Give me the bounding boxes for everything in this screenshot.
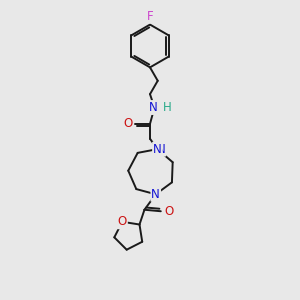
Text: O: O (118, 215, 127, 228)
Text: O: O (164, 205, 173, 218)
Text: O: O (123, 117, 132, 130)
Text: N: N (152, 188, 160, 201)
Text: N: N (148, 101, 157, 114)
Text: F: F (147, 10, 153, 23)
Text: H: H (163, 101, 171, 114)
Text: N: N (153, 142, 162, 156)
Text: N: N (157, 142, 165, 156)
